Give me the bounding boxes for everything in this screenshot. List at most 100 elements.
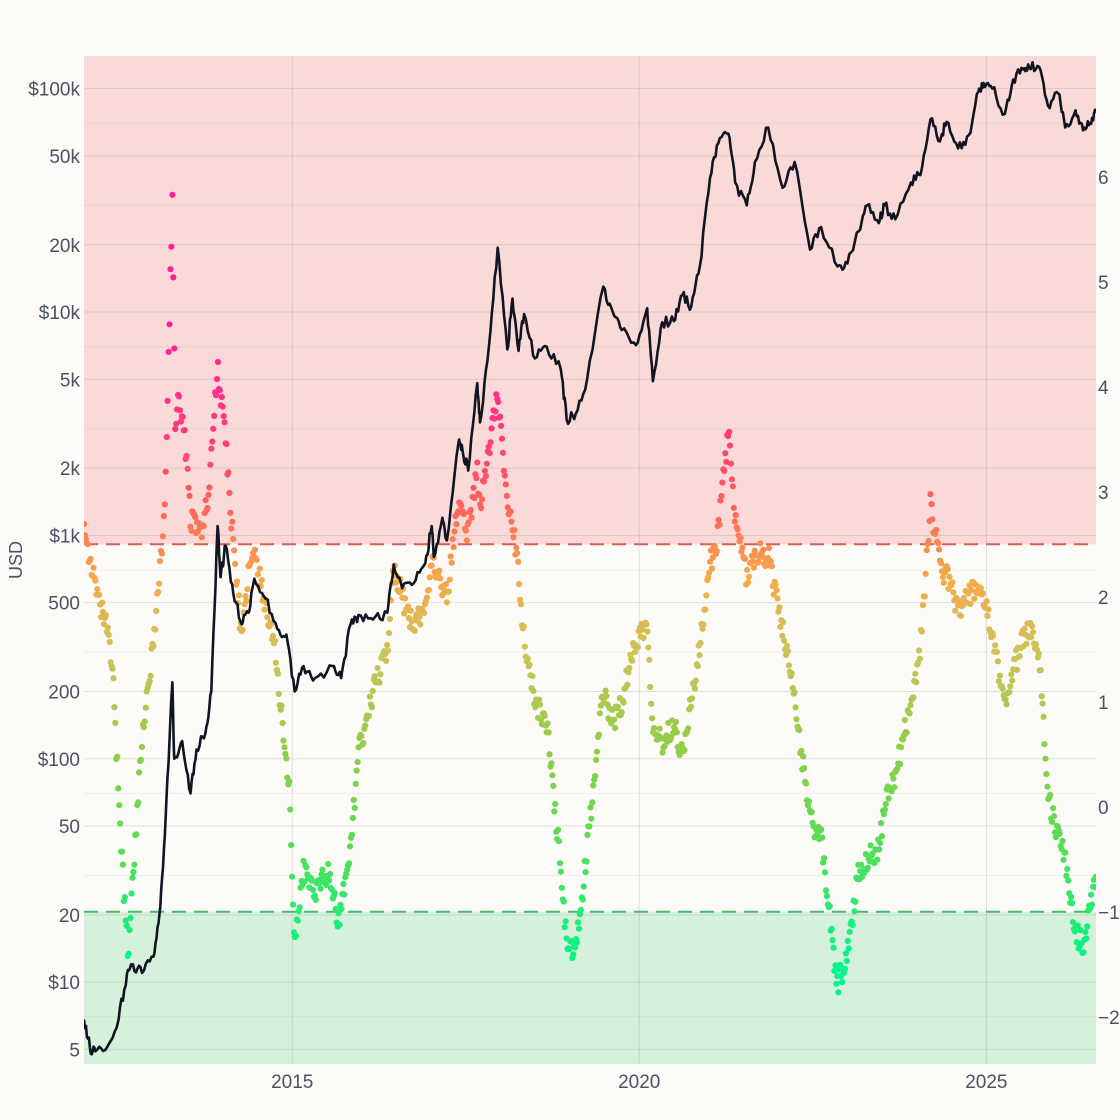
score-dot bbox=[1082, 929, 1089, 936]
score-dot bbox=[340, 880, 347, 888]
score-dot bbox=[129, 874, 136, 881]
score-dot bbox=[721, 467, 728, 474]
score-dot bbox=[161, 501, 168, 508]
score-dot bbox=[177, 418, 184, 425]
score-dot bbox=[1084, 923, 1091, 930]
y-left-tick-label: 200 bbox=[48, 683, 80, 704]
score-dot bbox=[672, 718, 680, 726]
score-dot bbox=[115, 785, 122, 792]
score-dot bbox=[878, 820, 885, 827]
y-right-tick-label: 6 bbox=[1098, 168, 1109, 189]
score-dot bbox=[940, 579, 947, 586]
score-dot bbox=[511, 527, 518, 534]
score-dot bbox=[545, 729, 552, 736]
score-dot bbox=[384, 647, 392, 654]
score-dot bbox=[183, 452, 190, 460]
score-dot bbox=[213, 376, 221, 383]
score-dot bbox=[1060, 856, 1067, 863]
score-dot bbox=[223, 441, 230, 448]
score-dot bbox=[200, 523, 207, 530]
score-dot bbox=[192, 514, 199, 521]
score-dot bbox=[950, 589, 957, 596]
score-dot bbox=[722, 450, 729, 457]
score-dot bbox=[694, 663, 701, 670]
score-dot bbox=[508, 518, 515, 525]
score-dot bbox=[111, 704, 118, 711]
score-dot bbox=[979, 590, 986, 597]
score-dot bbox=[1088, 901, 1096, 908]
score-dot bbox=[681, 747, 688, 754]
score-dot bbox=[155, 588, 162, 596]
score-dot bbox=[779, 632, 786, 640]
y-left-tick-label: 500 bbox=[48, 594, 80, 615]
score-dot bbox=[1013, 666, 1021, 673]
score-dot bbox=[767, 558, 775, 565]
score-dot bbox=[513, 544, 520, 551]
score-dot bbox=[835, 989, 842, 996]
score-dot bbox=[800, 753, 807, 760]
score-dot bbox=[708, 565, 716, 572]
score-dot bbox=[153, 607, 160, 615]
score-dot bbox=[1071, 928, 1078, 935]
score-dot bbox=[185, 484, 192, 491]
score-dot bbox=[583, 858, 590, 865]
score-dot bbox=[831, 967, 838, 975]
score-dot bbox=[592, 773, 599, 780]
score-dot bbox=[232, 560, 239, 568]
score-dot bbox=[351, 804, 358, 812]
price-line bbox=[84, 61, 1096, 1056]
score-dot bbox=[530, 687, 537, 695]
score-dot bbox=[691, 685, 699, 692]
score-dot bbox=[552, 800, 559, 808]
score-dot bbox=[520, 623, 528, 630]
score-dot bbox=[1068, 893, 1075, 901]
score-dot bbox=[336, 921, 343, 928]
score-dot bbox=[446, 576, 453, 583]
score-dot bbox=[474, 459, 481, 466]
score-dot bbox=[579, 896, 586, 903]
score-dot bbox=[707, 547, 715, 554]
score-dot bbox=[846, 928, 853, 936]
score-dot bbox=[133, 831, 140, 838]
score-dot bbox=[231, 547, 238, 554]
score-dot bbox=[374, 665, 381, 672]
score-dot bbox=[936, 546, 943, 553]
score-dot bbox=[968, 586, 975, 594]
score-dot bbox=[822, 887, 830, 894]
score-dot bbox=[788, 670, 795, 677]
score-dot bbox=[208, 445, 215, 452]
score-dot bbox=[516, 581, 523, 588]
score-dot bbox=[106, 638, 113, 646]
score-dot bbox=[867, 842, 874, 849]
score-dot bbox=[1003, 701, 1010, 708]
score-dot bbox=[332, 905, 339, 913]
y-right-tick-label: 5 bbox=[1098, 273, 1109, 294]
y-left-axis-title: USD bbox=[6, 541, 26, 579]
score-dot bbox=[833, 980, 840, 987]
score-dot bbox=[206, 484, 213, 491]
score-dot bbox=[102, 612, 109, 619]
score-dot bbox=[907, 702, 914, 709]
score-dot bbox=[491, 415, 498, 422]
score-dot bbox=[845, 945, 852, 952]
score-dot bbox=[312, 896, 319, 904]
score-dot bbox=[426, 574, 433, 581]
score-dot bbox=[142, 704, 149, 711]
score-dot bbox=[828, 925, 835, 932]
score-dot bbox=[739, 544, 746, 551]
score-dot bbox=[656, 725, 663, 732]
score-dot bbox=[801, 765, 808, 772]
score-dot bbox=[458, 502, 465, 510]
score-dot bbox=[659, 749, 666, 756]
score-dot bbox=[928, 501, 935, 508]
score-dot bbox=[612, 724, 619, 732]
score-dot bbox=[87, 555, 94, 563]
score-dot bbox=[1062, 849, 1069, 856]
score-dot bbox=[450, 544, 457, 551]
score-dot bbox=[913, 679, 920, 686]
score-dot bbox=[878, 833, 886, 840]
score-dot bbox=[220, 413, 227, 420]
score-dot bbox=[1021, 625, 1028, 632]
score-dot bbox=[423, 594, 431, 601]
score-dot bbox=[146, 678, 153, 685]
